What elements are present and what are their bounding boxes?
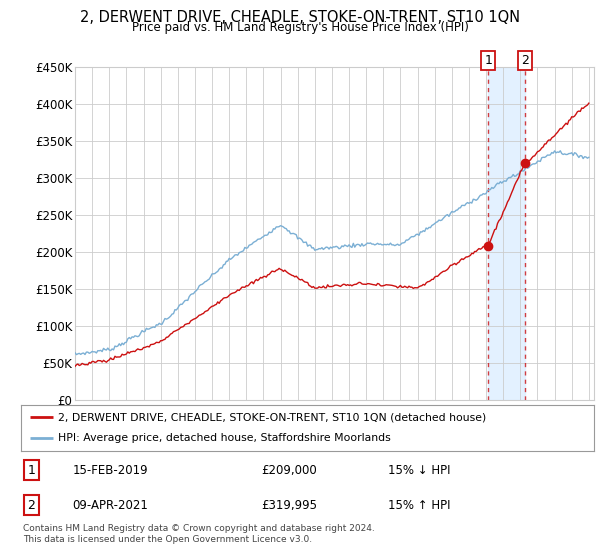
Text: Price paid vs. HM Land Registry's House Price Index (HPI): Price paid vs. HM Land Registry's House … — [131, 21, 469, 34]
Text: 2: 2 — [521, 54, 529, 67]
Text: HPI: Average price, detached house, Staffordshire Moorlands: HPI: Average price, detached house, Staf… — [58, 433, 391, 444]
Text: £319,995: £319,995 — [262, 498, 317, 512]
Text: Contains HM Land Registry data © Crown copyright and database right 2024.
This d: Contains HM Land Registry data © Crown c… — [23, 524, 374, 544]
Text: 15% ↑ HPI: 15% ↑ HPI — [388, 498, 450, 512]
Text: 1: 1 — [484, 54, 492, 67]
Text: 15% ↓ HPI: 15% ↓ HPI — [388, 464, 450, 477]
Text: 2, DERWENT DRIVE, CHEADLE, STOKE-ON-TRENT, ST10 1QN (detached house): 2, DERWENT DRIVE, CHEADLE, STOKE-ON-TREN… — [58, 412, 487, 422]
Text: 2, DERWENT DRIVE, CHEADLE, STOKE-ON-TRENT, ST10 1QN: 2, DERWENT DRIVE, CHEADLE, STOKE-ON-TREN… — [80, 10, 520, 25]
Text: £209,000: £209,000 — [262, 464, 317, 477]
Text: 09-APR-2021: 09-APR-2021 — [73, 498, 148, 512]
Text: 2: 2 — [28, 498, 35, 512]
Text: 15-FEB-2019: 15-FEB-2019 — [73, 464, 148, 477]
Text: 1: 1 — [28, 464, 35, 477]
Bar — [488, 67, 525, 400]
